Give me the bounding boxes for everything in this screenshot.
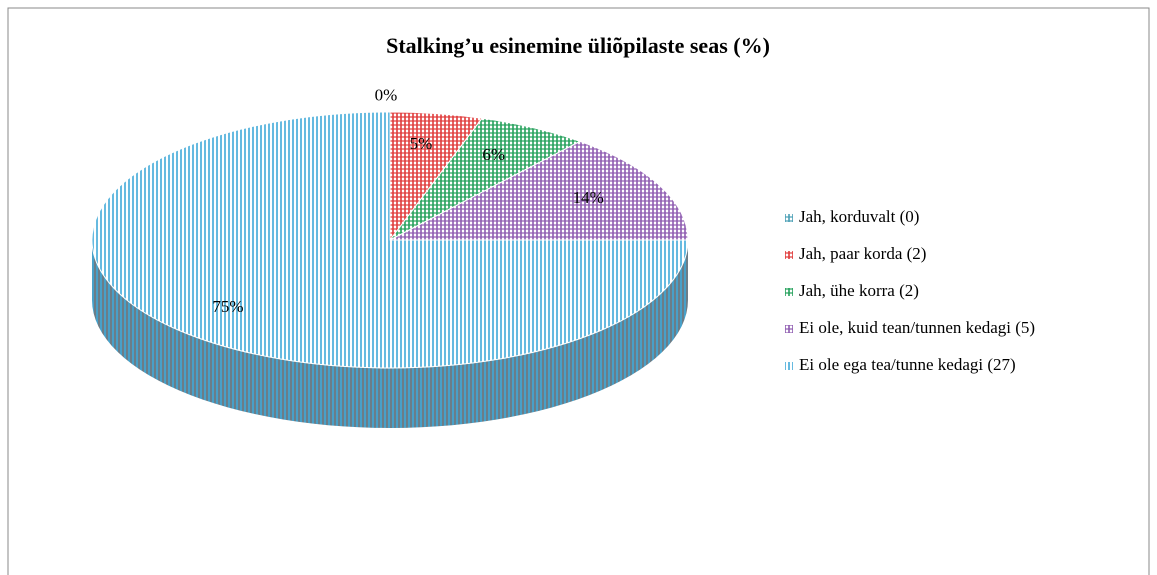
- legend-label: Jah, ühe korra (2): [799, 281, 919, 300]
- legend-label: Jah, paar korda (2): [799, 244, 926, 263]
- legend-swatch: [785, 325, 793, 333]
- data-label: 75%: [212, 297, 243, 316]
- data-label: 0%: [375, 86, 398, 105]
- legend-swatch: [785, 362, 793, 370]
- slice: [91, 111, 689, 369]
- slice: [389, 140, 689, 241]
- legend-swatch: [785, 288, 793, 296]
- legend-label: Ei ole ega tea/tunne kedagi (27): [799, 355, 1016, 374]
- data-label: 14%: [573, 188, 604, 207]
- legend-swatch: [785, 214, 793, 222]
- legend-label: Ei ole, kuid tean/tunnen kedagi (5): [799, 318, 1035, 337]
- legend-swatch: [785, 251, 793, 259]
- data-label: 6%: [482, 145, 505, 164]
- chart-title: Stalking’u esinemine üliõpilaste seas (%…: [386, 33, 770, 58]
- legend-label: Jah, korduvalt (0): [799, 207, 919, 226]
- slice-side: [92, 240, 688, 428]
- data-label: 5%: [410, 134, 433, 153]
